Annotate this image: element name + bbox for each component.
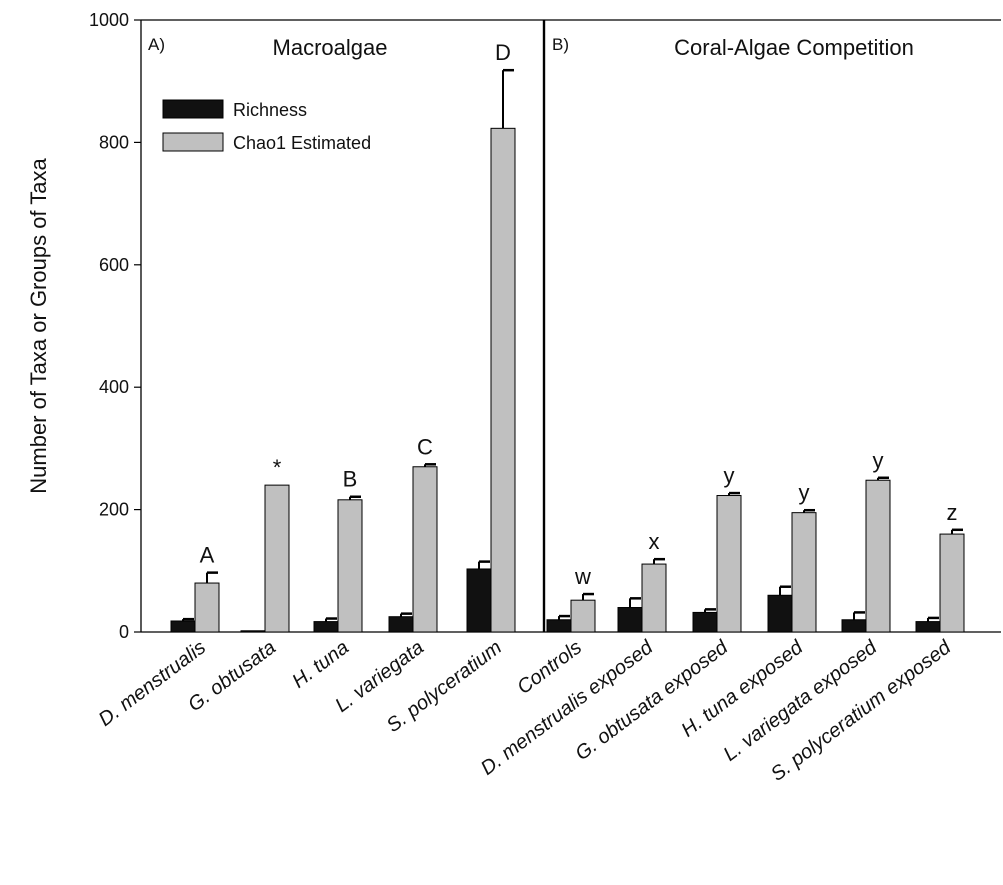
richness-bar: [171, 621, 195, 632]
chao1-bar: [642, 564, 666, 632]
panel-title: Coral-Algae Competition: [674, 35, 914, 60]
chao1-bar: [717, 496, 741, 632]
richness-bar: [618, 608, 642, 632]
chao1-bar: [413, 467, 437, 632]
significance-label: w: [574, 564, 591, 589]
legend-entry: Richness: [233, 100, 307, 120]
significance-label: D: [495, 40, 511, 65]
panel-letter: A): [148, 35, 165, 54]
richness-bar: [547, 620, 571, 632]
richness-bar: [768, 595, 792, 632]
significance-label: *: [273, 455, 282, 480]
labels: A) Macroalgae B) Coral-Algae Competition A D.…: [95, 35, 958, 786]
richness-bar: [467, 569, 491, 632]
legend-swatch: [163, 100, 223, 118]
y-axis-label: Number of Taxa or Groups of Taxa: [26, 158, 51, 494]
richness-bar: [314, 622, 338, 632]
y-tick-label: 800: [99, 132, 129, 152]
chao1-bar: [491, 128, 515, 632]
richness-bar: [916, 622, 940, 632]
y-tick-label: 600: [99, 255, 129, 275]
chao1-bar: [792, 513, 816, 632]
richness-bar: [693, 612, 717, 632]
legend-entry: Chao1 Estimated: [233, 133, 371, 153]
significance-label: B: [343, 467, 358, 492]
legend-swatch: [163, 133, 223, 151]
panel-title: Macroalgae: [273, 35, 388, 60]
chao1-bar: [338, 500, 362, 632]
category-label: H. tuna: [288, 636, 353, 692]
chao1-bar: [265, 485, 289, 632]
chao1-bar: [195, 583, 219, 632]
significance-label: y: [724, 463, 735, 488]
significance-label: x: [649, 529, 660, 554]
panel-letter: B): [552, 35, 569, 54]
y-tick-label: 200: [99, 500, 129, 520]
y-tick-label: 400: [99, 377, 129, 397]
richness-bar: [241, 631, 265, 632]
chao1-bar: [940, 534, 964, 632]
significance-label: z: [947, 500, 958, 525]
richness-bar: [842, 620, 866, 632]
significance-label: y: [873, 448, 884, 473]
chao1-bar: [866, 480, 890, 632]
richness-bar: [389, 617, 413, 632]
chao1-bar: [571, 600, 595, 632]
significance-label: y: [799, 480, 810, 505]
y-tick-label: 0: [119, 622, 129, 642]
significance-label: A: [200, 543, 215, 568]
legend: Richness Chao1 Estimated: [163, 100, 371, 153]
significance-label: C: [417, 434, 433, 459]
category-label: D. menstrualis: [95, 636, 210, 730]
bars: [171, 70, 964, 632]
y-tick-label: 1000: [89, 10, 129, 30]
